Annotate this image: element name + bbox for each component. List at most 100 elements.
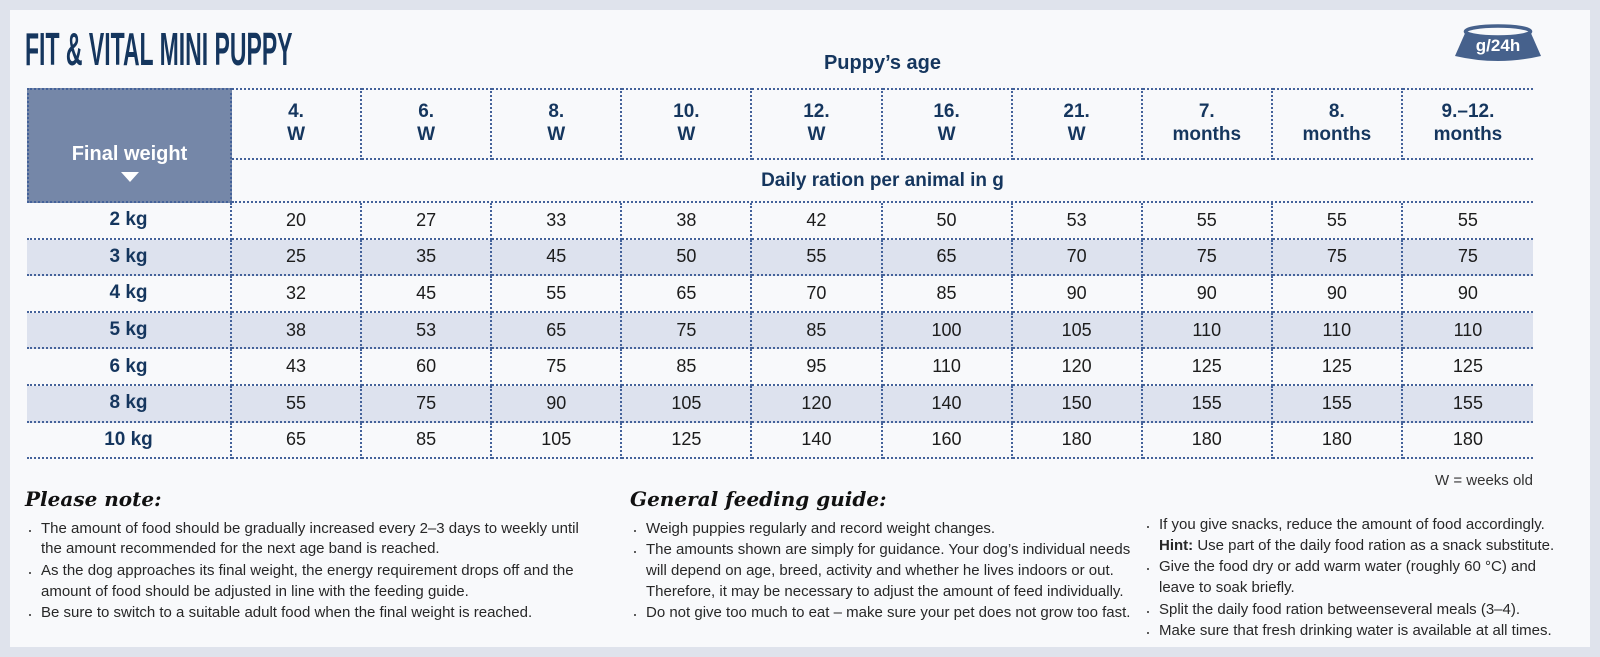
ration-value: 75 <box>1142 239 1273 277</box>
note-bullet: Split the daily food ration betweensever… <box>1143 599 1563 623</box>
ration-value: 150 <box>1012 385 1143 423</box>
column-header: 4. W <box>232 88 363 160</box>
note-bullet: Do not give too much to eat – make sure … <box>630 602 1142 626</box>
ration-value: 60 <box>362 349 493 386</box>
ration-value: 120 <box>752 385 883 423</box>
column-header: 8. W <box>492 88 623 160</box>
ration-value: 155 <box>1272 385 1403 423</box>
ration-value: 53 <box>1012 203 1143 240</box>
ration-value: 65 <box>492 312 623 350</box>
bowl-unit-label: g/24h <box>1475 36 1521 55</box>
weight-row-label: 5 kg <box>27 312 232 350</box>
snack-tips-list: If you give snacks, reduce the amount of… <box>1143 514 1563 645</box>
ration-value: 160 <box>882 422 1013 460</box>
weight-row-label: 6 kg <box>27 349 232 386</box>
ration-value: 180 <box>1012 422 1143 460</box>
hint-text: Use part of the daily food ration as a s… <box>1197 536 1555 554</box>
ration-value: 120 <box>1012 349 1143 386</box>
column-header: 8. months <box>1272 88 1403 160</box>
puppys-age-header: Puppy’s age <box>823 52 942 74</box>
ration-value: 180 <box>1272 422 1403 460</box>
ration-value: 55 <box>1402 203 1533 240</box>
ration-value: 125 <box>1272 349 1403 386</box>
ration-value: 53 <box>362 312 493 350</box>
ration-value: 45 <box>492 239 623 277</box>
ration-value: 55 <box>232 385 363 423</box>
ration-value: 75 <box>362 385 493 423</box>
ration-value: 90 <box>1012 276 1143 313</box>
ration-value: 105 <box>1012 312 1143 350</box>
ration-value: 38 <box>622 203 753 240</box>
ration-value: 20 <box>232 203 363 240</box>
ration-value: 65 <box>882 239 1013 277</box>
ration-value: 95 <box>752 349 883 386</box>
ration-value: 85 <box>622 349 753 386</box>
note-bullet: Give the food dry or add warm water (rou… <box>1143 556 1563 598</box>
weight-row-label: 10 kg <box>27 422 232 460</box>
column-header: 16. W <box>882 88 1013 160</box>
ration-value: 85 <box>752 312 883 350</box>
ration-value: 45 <box>362 276 493 313</box>
ration-value: 65 <box>622 276 753 313</box>
ration-value: 55 <box>752 239 883 277</box>
ration-value: 85 <box>362 422 493 460</box>
note-bullet: The amount of food should be gradually i… <box>25 518 585 560</box>
note-bullet: Make sure that fresh drinking water is a… <box>1143 620 1563 644</box>
ration-value: 35 <box>362 239 493 277</box>
ration-value: 38 <box>232 312 363 350</box>
ration-value: 110 <box>1402 312 1533 350</box>
general-feeding-guide-list: Weigh puppies regularly and record weigh… <box>630 518 1142 627</box>
ration-value: 70 <box>752 276 883 313</box>
ration-value: 32 <box>232 276 363 313</box>
snack-tips-column: If you give snacks, reduce the amount of… <box>1143 486 1563 645</box>
ration-value: 180 <box>1142 422 1273 460</box>
bowl-shape <box>1455 24 1541 61</box>
note-bullet: If you give snacks, reduce the amount of… <box>1143 514 1563 556</box>
bowl-icon: g/24h <box>1452 24 1544 66</box>
ration-value: 140 <box>752 422 883 460</box>
weight-row-label: 2 kg <box>27 203 232 240</box>
ration-value: 180 <box>1402 423 1533 460</box>
note-bullet: Be sure to switch to a suitable adult fo… <box>25 602 585 626</box>
ration-value: 125 <box>1402 349 1533 386</box>
please-note-list: The amount of food should be gradually i… <box>25 518 585 627</box>
ration-value: 125 <box>622 422 753 460</box>
ration-value: 105 <box>622 385 753 423</box>
ration-value: 42 <box>752 203 883 240</box>
product-title: FIT & VITAL MINI PUPPY <box>25 23 293 75</box>
column-header: 10. W <box>622 88 753 160</box>
column-header: 6. W <box>362 88 493 160</box>
feeding-table: Final weight Daily ration per animal in … <box>27 88 1533 460</box>
final-weight-header: Final weight <box>27 88 232 203</box>
ration-value: 75 <box>492 349 623 386</box>
column-header: 21. W <box>1012 88 1143 160</box>
ration-value: 90 <box>1272 276 1403 313</box>
please-note-heading: Please note: <box>25 487 162 511</box>
ration-value: 90 <box>492 385 623 423</box>
ration-value: 90 <box>1402 276 1533 313</box>
note-bullet: Weigh puppies regularly and record weigh… <box>630 518 1142 542</box>
weight-row-label: 8 kg <box>27 385 232 423</box>
ration-value: 100 <box>882 312 1013 350</box>
ration-value: 110 <box>882 349 1013 386</box>
ration-value: 75 <box>1272 239 1403 277</box>
snack-bullet-text: If you give snacks, reduce the amount of… <box>1159 516 1545 533</box>
ration-value: 55 <box>1142 203 1273 240</box>
ration-value: 50 <box>622 239 753 277</box>
hint-label: Hint: <box>1159 536 1194 554</box>
feeding-guide-card: FIT & VITAL MINI PUPPY g/24h Puppy’s age… <box>10 10 1590 647</box>
weight-row-label: 3 kg <box>27 239 232 277</box>
column-header: 9.–12. months <box>1402 88 1533 160</box>
ration-value: 27 <box>362 203 493 240</box>
ration-value: 155 <box>1402 385 1533 423</box>
ration-value: 55 <box>492 276 623 313</box>
ration-value: 75 <box>622 312 753 350</box>
daily-ration-subheader: Daily ration per animal in g <box>232 160 1533 203</box>
ration-value: 43 <box>232 349 363 386</box>
ration-value: 140 <box>882 385 1013 423</box>
ration-value: 55 <box>1272 203 1403 240</box>
ration-value: 85 <box>882 276 1013 313</box>
note-bullet: The amounts shown are simply for guidanc… <box>630 539 1142 602</box>
final-weight-label: Final weight <box>71 143 188 165</box>
